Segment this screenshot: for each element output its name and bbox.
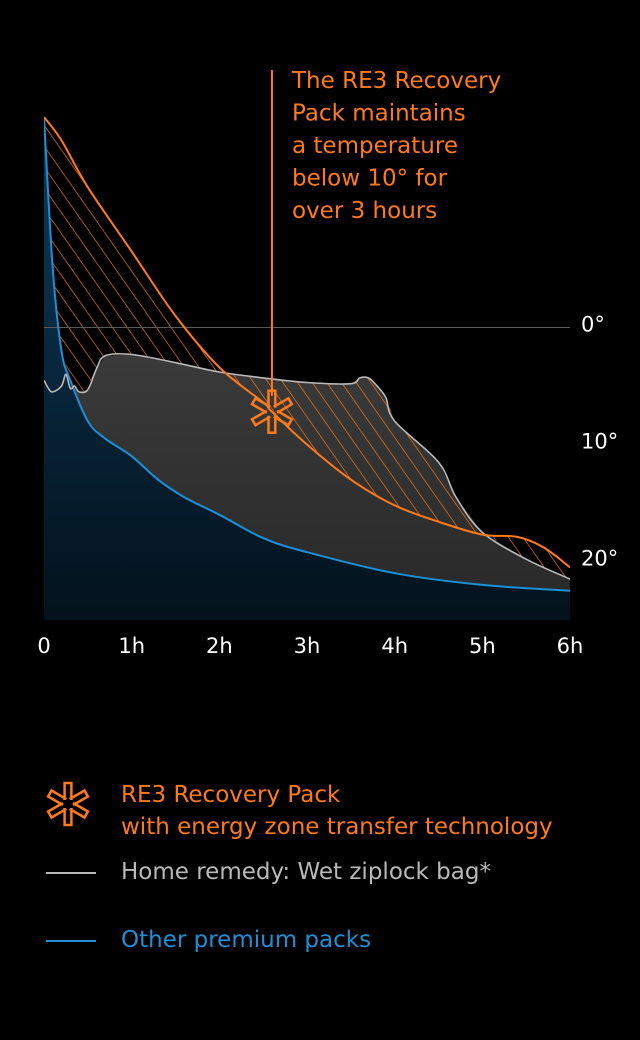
legend-label-other: Other premium packs xyxy=(121,927,372,953)
x-tick-label: 0 xyxy=(37,634,50,658)
legend-swatch-other xyxy=(46,940,96,942)
annotation-text-line: The RE3 Recovery xyxy=(291,68,501,94)
x-tick-label: 1h xyxy=(118,634,145,658)
annotation-text-line: below 10° for xyxy=(292,166,448,192)
x-tick-label: 5h xyxy=(469,634,496,658)
series-line-other xyxy=(44,116,570,592)
legend-label-re3: RE3 Recovery Pack with energy zone trans… xyxy=(121,779,553,843)
y-tick-label: 0° xyxy=(581,313,605,337)
legend-swatch-home xyxy=(46,872,96,874)
x-tick-label: 3h xyxy=(294,634,321,658)
y-axis: 0° 10° 20° xyxy=(581,313,618,571)
other-packs-area xyxy=(44,117,570,620)
x-tick-label: 4h xyxy=(381,634,408,658)
x-tick-label: 6h xyxy=(557,634,584,658)
x-tick-label: 2h xyxy=(206,634,233,658)
annotation-text-line: over 3 hours xyxy=(292,198,437,224)
annotation-text-line: a temperature xyxy=(292,133,458,159)
asterisk-icon xyxy=(250,389,294,435)
temperature-chart: The RE3 Recovery Pack maintains a temperat… xyxy=(37,68,618,658)
legend-label-re3-line1: RE3 Recovery Pack xyxy=(121,782,341,808)
x-axis: 0 1h 2h 3h 4h 5h 6h xyxy=(37,634,583,658)
annotation-text: The RE3 Recovery Pack maintains a temperat… xyxy=(291,68,501,224)
legend-label-re3-line2: with energy zone transfer technology xyxy=(121,814,553,840)
legend-label-home: Home remedy: Wet ziplock bag* xyxy=(121,859,491,885)
asterisk-icon xyxy=(46,781,90,827)
y-tick-label: 20° xyxy=(581,547,618,571)
series-line-home xyxy=(44,352,570,580)
home-remedy-area xyxy=(74,354,570,591)
annotation-text-line: Pack maintains xyxy=(292,101,466,127)
y-tick-label: 10° xyxy=(581,430,618,454)
re3-advantage-hatch xyxy=(44,117,570,580)
